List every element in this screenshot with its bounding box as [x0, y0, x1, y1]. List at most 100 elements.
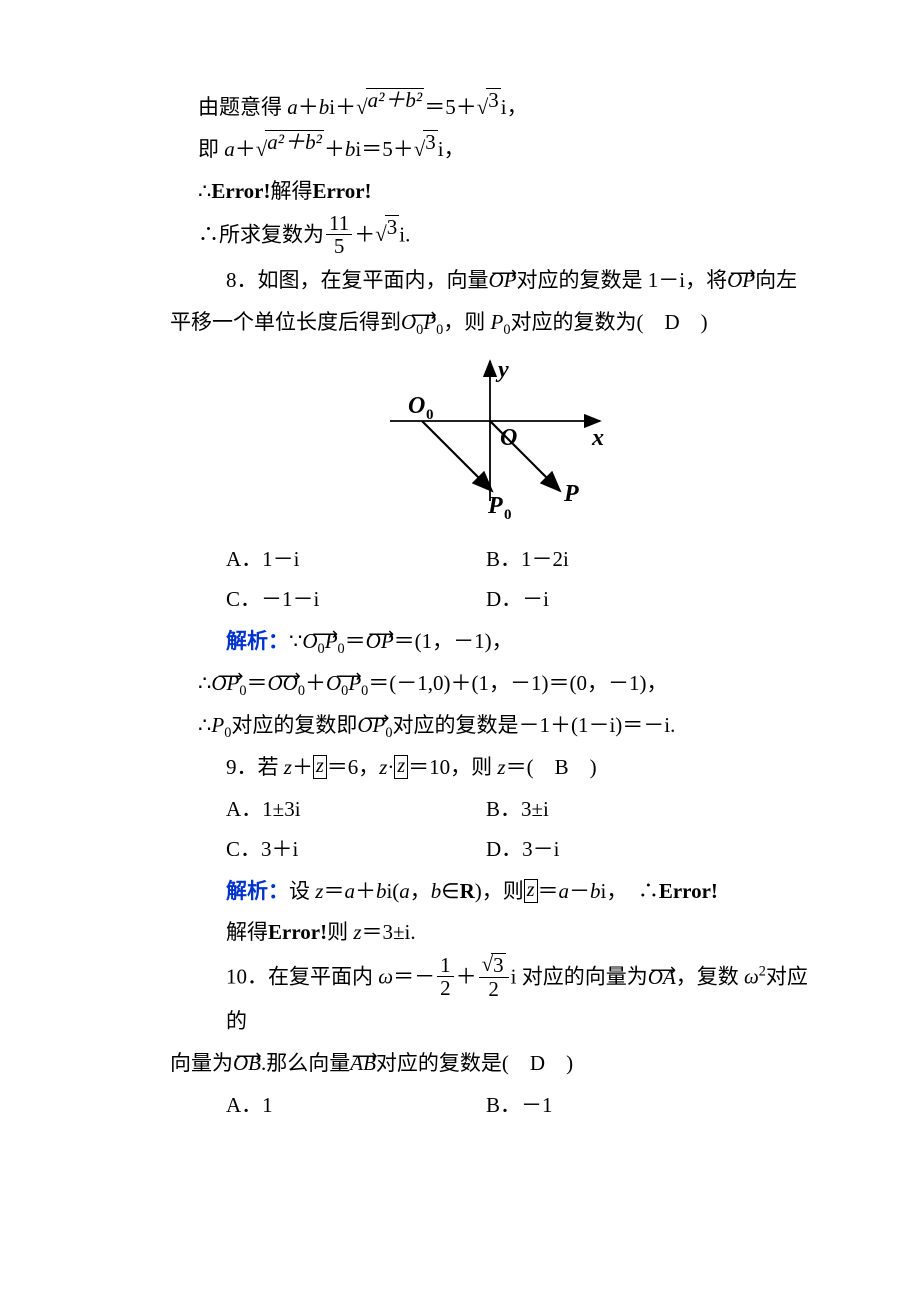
var-a: a [344, 879, 355, 903]
text: ＝3±i. [362, 920, 416, 944]
solution-8-line-2: ∴⟶OP0＝⟶OO0＋⟶O0P0＝(－1,0)＋(1，－1)＝(0，－1)， [170, 664, 810, 704]
var-z: z [353, 920, 361, 944]
text: 解得 [226, 920, 268, 944]
text: 即 [198, 137, 224, 161]
denominator: 2 [479, 977, 509, 1000]
var-b: b [345, 137, 356, 161]
op: － [569, 879, 590, 903]
option-D: D．－i [486, 580, 746, 620]
text: 对应的复数是 1－i，将 [517, 268, 728, 292]
arrow-icon: ⟶ [302, 618, 344, 652]
solution-8-line-1: 解析：∵⟶O0P0＝⟶OP＝(1，－1)， [170, 622, 810, 662]
text: ＝( B ) [506, 755, 597, 779]
text: 由题意得 [198, 95, 287, 119]
arrow-icon: ⟶ [648, 954, 676, 988]
op: ＋ [355, 879, 376, 903]
radicand: 3 [423, 130, 438, 154]
z-conjugate: z [524, 879, 538, 903]
radicand: 3 [491, 953, 506, 977]
options-9-row-1: A．1±3i B．3±i [170, 790, 746, 830]
var-a: a [399, 879, 410, 903]
op: ＝ [323, 879, 344, 903]
label: O [408, 393, 425, 419]
text: ∴ [198, 713, 211, 737]
text: i＝5＋ [355, 137, 413, 161]
option-B: B．－1 [486, 1086, 746, 1126]
var-a: a [224, 137, 235, 161]
options-8-row-2: C．－1－i D．－i [170, 580, 746, 620]
vector-OP: ⟶OP [727, 261, 755, 301]
arrow-icon: ⟶ [211, 660, 246, 694]
numerator: 11 [326, 212, 352, 234]
label-O0: O 0 [408, 393, 434, 423]
label-P: P [563, 481, 579, 507]
error-text: Error! [211, 179, 270, 203]
arrow-icon: ⟶ [326, 660, 368, 694]
text: 10．在复平面内 [226, 965, 378, 989]
options-8-row-1: A．1－i B．1－2i [170, 540, 746, 580]
vector-OP0: ⟶OP0 [357, 706, 392, 746]
question-8-line-2: 平移一个单位长度后得到⟶O0P0，则 P0对应的复数为( D ) [170, 303, 810, 343]
vector-O0P0 [422, 421, 492, 491]
text: ∵ [289, 629, 302, 653]
radicand: 3 [385, 215, 400, 239]
vector-OA: ⟶OA [648, 958, 676, 998]
var-z: z [284, 755, 292, 779]
solution-label: 解析： [226, 879, 289, 903]
label-y: y [495, 357, 509, 383]
option-A: A．1±3i [226, 790, 486, 830]
text: 8．如图，在复平面内，向量 [226, 268, 489, 292]
text: )，则 [475, 879, 524, 903]
solution-9-line-2: 解得Error!则 z＝3±i. [170, 913, 810, 953]
text: ＝6， [327, 755, 380, 779]
vector-O0P0: ⟶O0P0 [302, 622, 344, 662]
var-a: a [559, 879, 570, 903]
label-x: x [591, 425, 604, 451]
text: i， ∴ [601, 879, 659, 903]
option-C: C．－1－i [226, 580, 486, 620]
op: ＋ [235, 137, 256, 161]
subscript: 0 [426, 407, 434, 423]
var-b: b [590, 879, 601, 903]
arrow-icon: ⟶ [233, 1040, 261, 1074]
vector-OP: ⟶OP [366, 622, 394, 662]
op: ＋ [324, 137, 345, 161]
option-D: D．3－i [486, 830, 746, 870]
options-9-row-2: C．3＋i D．3－i [170, 830, 746, 870]
radicand: 3 [486, 88, 501, 112]
var-P: P [491, 310, 504, 334]
arrow-icon: ⟶ [401, 299, 443, 333]
diagram-svg: y x O O 0 P P 0 [370, 351, 610, 521]
var-omega: ω [744, 965, 759, 989]
text: ＝10，则 [408, 755, 497, 779]
text: ＝(－1,0)＋(1，－1)＝(0，－1)， [368, 671, 667, 695]
vector-OB: ⟶OB [233, 1044, 261, 1084]
text: i. [399, 222, 410, 246]
text: ∴所求复数为 [198, 222, 324, 246]
label-P0: P 0 [487, 493, 512, 521]
text: 解得 [270, 179, 312, 203]
text: i＋ [329, 95, 356, 119]
op: ＝ [247, 671, 268, 695]
text: .那么向量 [261, 1051, 350, 1075]
sqrt-3: 3 [477, 88, 501, 128]
text: 9．若 [226, 755, 284, 779]
vector-O0P0: ⟶O0P0 [401, 303, 443, 343]
vector-OP0: ⟶OP0 [211, 664, 246, 704]
diagram-q8: y x O O 0 P P 0 [170, 351, 810, 535]
var-b: b [376, 879, 387, 903]
option-B: B．1－2i [486, 540, 746, 580]
page: 由题意得 a＋bi＋a²＋b²＝5＋3i， 即 a＋a²＋b²＋bi＝5＋3i，… [0, 0, 920, 1302]
denominator: 2 [437, 976, 454, 999]
text: i， [501, 95, 528, 119]
vector-OP: ⟶OP [489, 261, 517, 301]
fraction-11-5: 11 5 [326, 212, 352, 257]
question-8-line-1: 8．如图，在复平面内，向量⟶OP对应的复数是 1－i，将⟶OP向左 [170, 261, 810, 301]
error-text: Error! [268, 920, 327, 944]
var-b: b [431, 879, 442, 903]
text: 对应的复数即 [231, 713, 357, 737]
vector-AB: ⟶AB [350, 1044, 376, 1084]
arrow-icon: ⟶ [357, 702, 392, 736]
denominator: 5 [326, 234, 352, 257]
text: 向量为 [170, 1051, 233, 1075]
